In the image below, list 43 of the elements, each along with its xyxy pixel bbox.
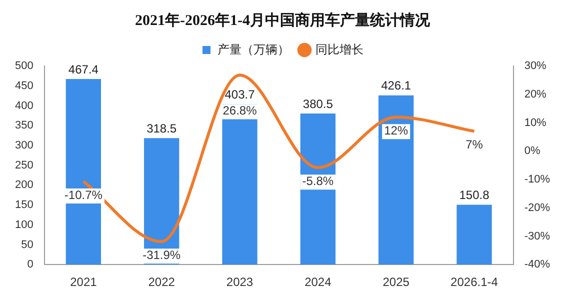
y-tick-label: 450: [14, 80, 34, 92]
data-label: 380.5: [302, 96, 334, 111]
y-tick-label: 50: [21, 238, 34, 251]
data-label: -10.7%: [64, 188, 103, 202]
x-tick-label: 2025: [382, 275, 410, 290]
data-label: 12%: [384, 123, 408, 138]
data-label: -31.9%: [142, 248, 181, 262]
data-label: -5.8%: [302, 174, 334, 188]
x-tick-label: 2024: [304, 275, 332, 290]
y-tick-label: 0: [27, 258, 34, 271]
y-tick-label: 100: [14, 218, 34, 231]
x-tick-label: 2021: [70, 275, 98, 290]
x-tick-label: 2022: [148, 275, 176, 290]
y-tick-label: 200: [14, 179, 34, 192]
y-tick-label: 150: [14, 199, 34, 212]
y2-tick-label: 30%: [524, 60, 547, 72]
y-tick-label: 350: [14, 120, 34, 132]
legend-label: 同比增长: [316, 42, 364, 56]
bar: [378, 95, 414, 265]
y2-tick-label: -20%: [524, 202, 550, 214]
data-label: 150.8: [459, 188, 490, 202]
y2-tick-label: -30%: [524, 230, 550, 242]
data-label: 318.5: [146, 121, 177, 136]
y2-tick-label: -10%: [524, 174, 550, 186]
chart-title: 2021年-2026年1-4月中国商用车产量统计情况: [135, 10, 431, 29]
x-tick-label: 2026.1-4: [450, 275, 498, 290]
y2-tick-label: 0%: [524, 145, 540, 158]
data-label: 26.8%: [222, 104, 258, 118]
data-label: 426.1: [381, 78, 412, 93]
bar: [456, 204, 492, 265]
y2-tick-label: 10%: [524, 116, 547, 129]
y2-tick-label: 20%: [524, 88, 547, 100]
x-tick-label: 2023: [226, 275, 254, 290]
data-label: 7%: [466, 138, 484, 152]
y-tick-label: 500: [14, 60, 34, 72]
y2-tick-label: -40%: [524, 258, 550, 271]
data-label: 467.4: [68, 62, 99, 76]
y-tick-label: 300: [14, 139, 34, 152]
bar: [66, 78, 102, 265]
data-label: 403.7: [224, 88, 256, 102]
y-tick-label: 400: [14, 100, 34, 112]
legend-label: 产量（万辆）: [218, 42, 290, 56]
y-tick-label: 250: [14, 159, 34, 172]
